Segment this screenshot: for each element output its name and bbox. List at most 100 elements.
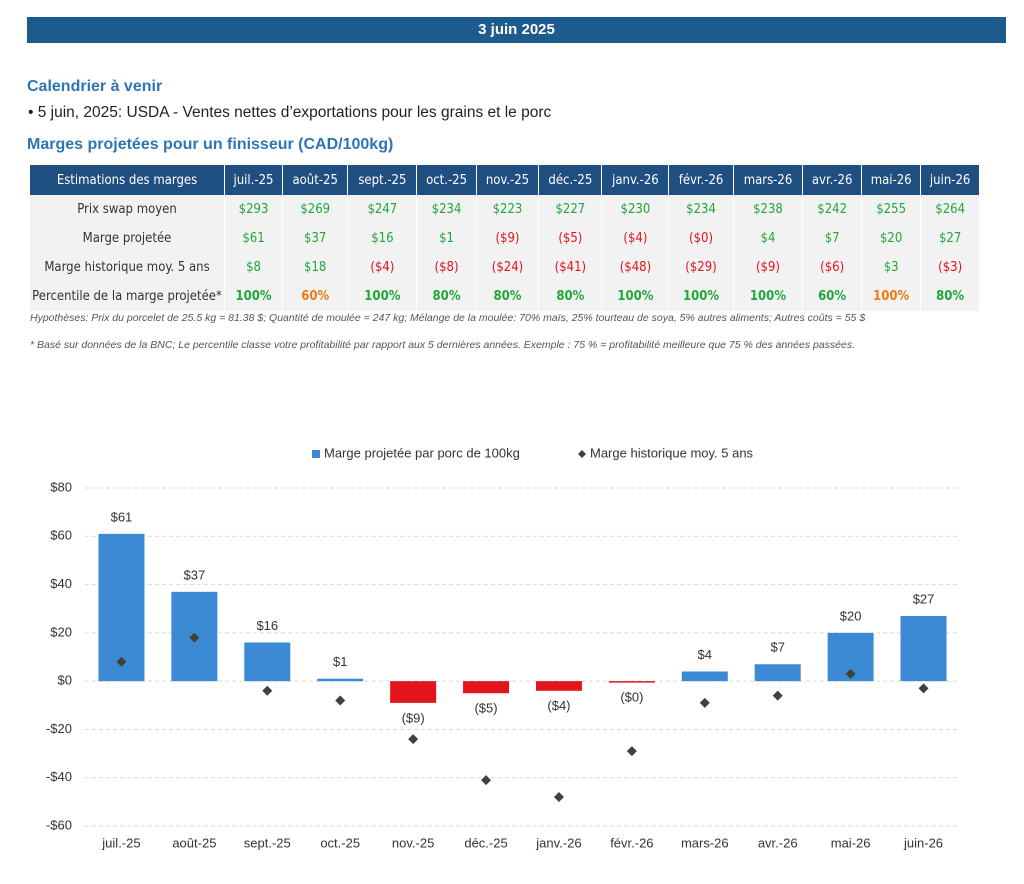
- x-tick-label: sept.-25: [244, 835, 291, 850]
- section-title: Marges projetées pour un finisseur (CAD/…: [27, 136, 394, 153]
- cell: ($29): [668, 253, 734, 282]
- marker: [262, 685, 273, 696]
- cell: ($41): [538, 253, 603, 282]
- marker: [116, 656, 127, 667]
- cell: $7: [802, 224, 863, 253]
- column-header: sept.-25: [347, 165, 418, 195]
- cell: $37: [282, 224, 349, 253]
- cell: ($6): [802, 253, 863, 282]
- cell: $269: [282, 195, 349, 224]
- bar: [681, 671, 728, 682]
- cell: $264: [920, 195, 980, 224]
- cell: 100%: [668, 282, 734, 311]
- cell: $255: [861, 195, 922, 224]
- cell: 100%: [347, 282, 418, 311]
- bar: [244, 642, 291, 682]
- bar: [390, 681, 437, 703]
- cell: 100%: [601, 282, 670, 311]
- marker: [626, 746, 637, 757]
- cell: $230: [601, 195, 670, 224]
- column-header: Estimations des marges: [30, 165, 225, 195]
- cell: 100%: [733, 282, 804, 311]
- bar: [317, 678, 364, 682]
- cell: 80%: [476, 282, 540, 311]
- data-label: $1: [333, 654, 347, 669]
- x-tick-label: août-25: [172, 835, 216, 850]
- cell: $293: [224, 195, 284, 224]
- marker: [845, 668, 856, 679]
- column-header: janv.-26: [601, 165, 670, 195]
- note: * Basé sur données de la BNC; Le percent…: [30, 339, 856, 351]
- row-label: Marge historique moy. 5 ans: [30, 253, 225, 282]
- cell: 60%: [282, 282, 349, 311]
- chart: -$60 -$40 -$20 $0 $20 $40 $60 $80 juil.-25 août-2…: [46, 445, 960, 850]
- marker: [772, 690, 783, 701]
- marker: [408, 734, 419, 745]
- x-tick-label: juil.-25: [101, 835, 140, 850]
- column-header: juil.-25: [224, 165, 284, 195]
- data-label: $27: [913, 591, 935, 606]
- y-tick-label: $0: [58, 673, 72, 688]
- bar: [98, 533, 145, 682]
- bar: [463, 681, 510, 694]
- cell: $20: [861, 224, 922, 253]
- y-tick-label: $40: [50, 576, 72, 591]
- bar: [608, 681, 655, 683]
- legend-label: Marge projetée par porc de 100kg: [324, 445, 520, 460]
- cell: 80%: [538, 282, 603, 311]
- x-tick-label: févr.-26: [610, 835, 653, 850]
- data-label: $20: [840, 608, 862, 623]
- x-tick-label: avr.-26: [758, 835, 798, 850]
- x-tick-label: juin-26: [903, 835, 943, 850]
- cell: $3: [861, 253, 922, 282]
- cell: $4: [733, 224, 804, 253]
- cell: $247: [347, 195, 418, 224]
- cell: $8: [224, 253, 284, 282]
- data-label: $61: [111, 509, 133, 524]
- column-header: août-25: [282, 165, 349, 195]
- calendar-item: • 5 juin, 2025: USDA - Ventes nettes d’e…: [28, 104, 552, 121]
- cell: $1: [416, 224, 477, 253]
- x-tick-label: oct.-25: [320, 835, 360, 850]
- y-tick-label: $80: [50, 479, 72, 494]
- column-header: déc.-25: [538, 165, 603, 195]
- cell: ($48): [601, 253, 670, 282]
- marker: [918, 683, 929, 694]
- y-tick-label: -$60: [46, 817, 72, 832]
- cell: ($4): [601, 224, 670, 253]
- x-tick-label: déc.-25: [464, 835, 507, 850]
- y-tick-label: $60: [50, 528, 72, 543]
- cell: $27: [920, 224, 980, 253]
- cell: ($0): [668, 224, 734, 253]
- marker: [335, 695, 346, 706]
- data-label: $7: [770, 640, 784, 655]
- cell: ($4): [347, 253, 418, 282]
- legend-swatch: [578, 450, 586, 458]
- cell: ($5): [538, 224, 603, 253]
- data-label: $4: [698, 647, 712, 662]
- cell: $234: [668, 195, 734, 224]
- cell: ($3): [920, 253, 980, 282]
- bar: [535, 681, 582, 691]
- table-row: Marge projetée $61 $37 $16 $1 ($9) ($5) ($4) ($0…: [30, 224, 980, 253]
- column-header: oct.-25: [416, 165, 477, 195]
- column-header: nov.-25: [476, 165, 540, 195]
- y-tick-label: -$20: [46, 721, 72, 736]
- cell: $61: [224, 224, 284, 253]
- column-header: juin-26: [920, 165, 980, 195]
- cell: 80%: [920, 282, 980, 311]
- calendar-text: 5 juin, 2025: USDA - Ventes nettes d’exp…: [37, 104, 552, 121]
- row-label: Marge projetée: [30, 224, 225, 253]
- cell: $18: [282, 253, 349, 282]
- cell: ($24): [476, 253, 540, 282]
- data-label: ($5): [474, 701, 497, 716]
- cell: $227: [538, 195, 603, 224]
- column-header: mai-26: [861, 165, 922, 195]
- data-label: $37: [184, 567, 206, 582]
- cell: ($8): [416, 253, 477, 282]
- margin-table: Estimations des marges juil.-25 août-25 sep…: [30, 165, 980, 311]
- bar: [754, 664, 801, 682]
- legend-label: Marge historique moy. 5 ans: [590, 445, 754, 460]
- y-tick-label: $20: [50, 624, 72, 639]
